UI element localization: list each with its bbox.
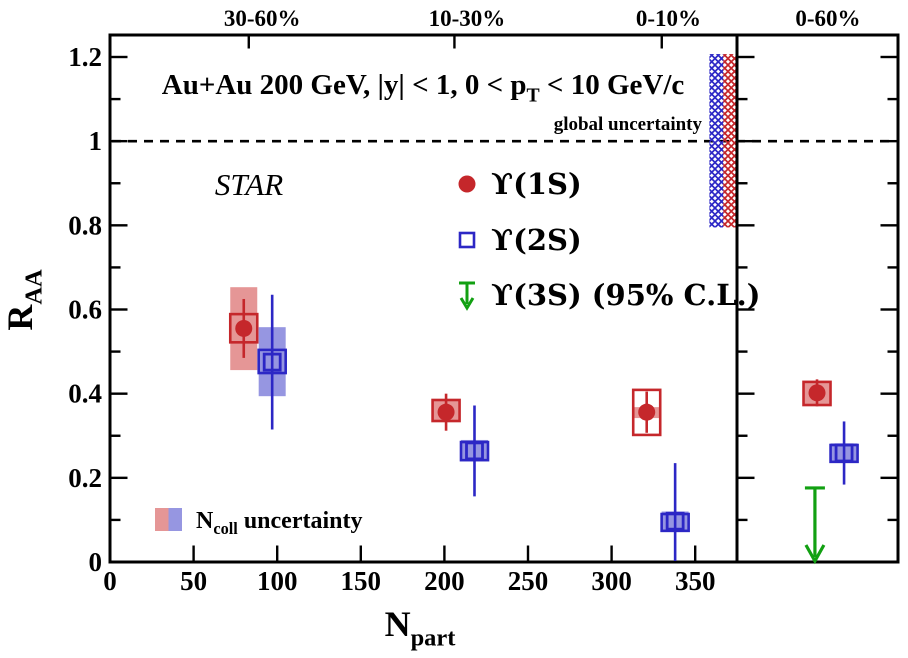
legend-item-upsilon-2s: ϒ(2S) — [458, 223, 582, 257]
point-upsilon-2s-0-10- — [660, 463, 690, 561]
legend-item-upsilon-1s: ϒ(1S) — [458, 167, 582, 201]
x-tick-label-300: 300 — [591, 566, 632, 596]
point-upsilon-1s-0-60- — [802, 379, 832, 407]
ncoll-pink-swatch — [155, 508, 169, 531]
chart-title: Au+Au 200 GeV, |y| < 1, 0 < pT < 10 GeV/… — [162, 69, 685, 107]
y-tick-label-0: 0 — [89, 547, 103, 577]
y-tick-label-0.2: 0.2 — [68, 463, 102, 493]
x-tick-label-350: 350 — [675, 566, 716, 596]
y-tick-label-0.8: 0.8 — [68, 210, 102, 240]
point-upsilon-1s-10-30- — [431, 393, 461, 431]
global-uncertainty-band-blue — [709, 54, 724, 228]
experiment-label: STAR — [215, 167, 283, 202]
right-panel-frame — [735, 33, 900, 564]
y-tick-label-1.2: 1.2 — [68, 42, 102, 72]
global-uncertainty-label: global uncertainty — [554, 114, 703, 135]
point-upsilon-2s-30-60- — [257, 294, 287, 430]
y-axis-title: RAA — [0, 269, 47, 331]
point-upsilon-3s-0-60- — [804, 486, 826, 565]
point-upsilon-1s-30-60- — [228, 287, 259, 371]
top-axis-label-30-60-: 30-60% — [224, 6, 301, 31]
x-axis-title: Npart — [385, 604, 457, 651]
ncoll-uncertainty-legend: Ncoll uncertainty — [155, 508, 362, 538]
legend-item-upsilon-3s: ϒ(3S) (95% C.L.) — [459, 278, 760, 312]
top-axis-label-0-60: 0-60% — [795, 6, 860, 31]
y-tick-label-0.6: 0.6 — [68, 295, 102, 325]
ncoll-blue-swatch — [168, 508, 182, 531]
legend-label-upsilon-3s: ϒ(3S) (95% C.L.) — [491, 278, 760, 312]
legend-filled-circle-icon — [458, 175, 476, 193]
x-tick-label-200: 200 — [424, 566, 465, 596]
tick-labels: 0 0.2 0.4 0.6 0.8 1 1.2 0 50 100 150 200 250 300 350 — [68, 42, 715, 596]
legend-label-upsilon-1s: ϒ(1S) — [491, 167, 582, 201]
ncoll-legend-label: Ncoll uncertainty — [196, 508, 362, 538]
top-axis-label-10-30-: 10-30% — [429, 6, 506, 31]
y-tick-label-1: 1 — [89, 126, 103, 156]
point-upsilon-2s-10-30- — [459, 405, 490, 497]
top-axis-label-0-10-: 0-10% — [636, 6, 701, 31]
y-tick-label-0.4: 0.4 — [68, 379, 102, 409]
legend-open-square-icon — [458, 231, 476, 249]
x-tick-label-0: 0 — [103, 566, 117, 596]
global-uncertainty-band-red — [723, 54, 736, 228]
x-tick-label-100: 100 — [257, 566, 298, 596]
axis-ticks — [108, 36, 897, 564]
x-tick-label-50: 50 — [180, 566, 207, 596]
legend-label-upsilon-2s: ϒ(2S) — [491, 223, 582, 257]
x-tick-label-250: 250 — [508, 566, 549, 596]
legend-down-arrow-icon — [459, 281, 475, 311]
point-upsilon-2s-0-60- — [829, 421, 859, 485]
x-tick-label-150: 150 — [341, 566, 382, 596]
point-upsilon-1s-0-10- — [631, 388, 662, 437]
